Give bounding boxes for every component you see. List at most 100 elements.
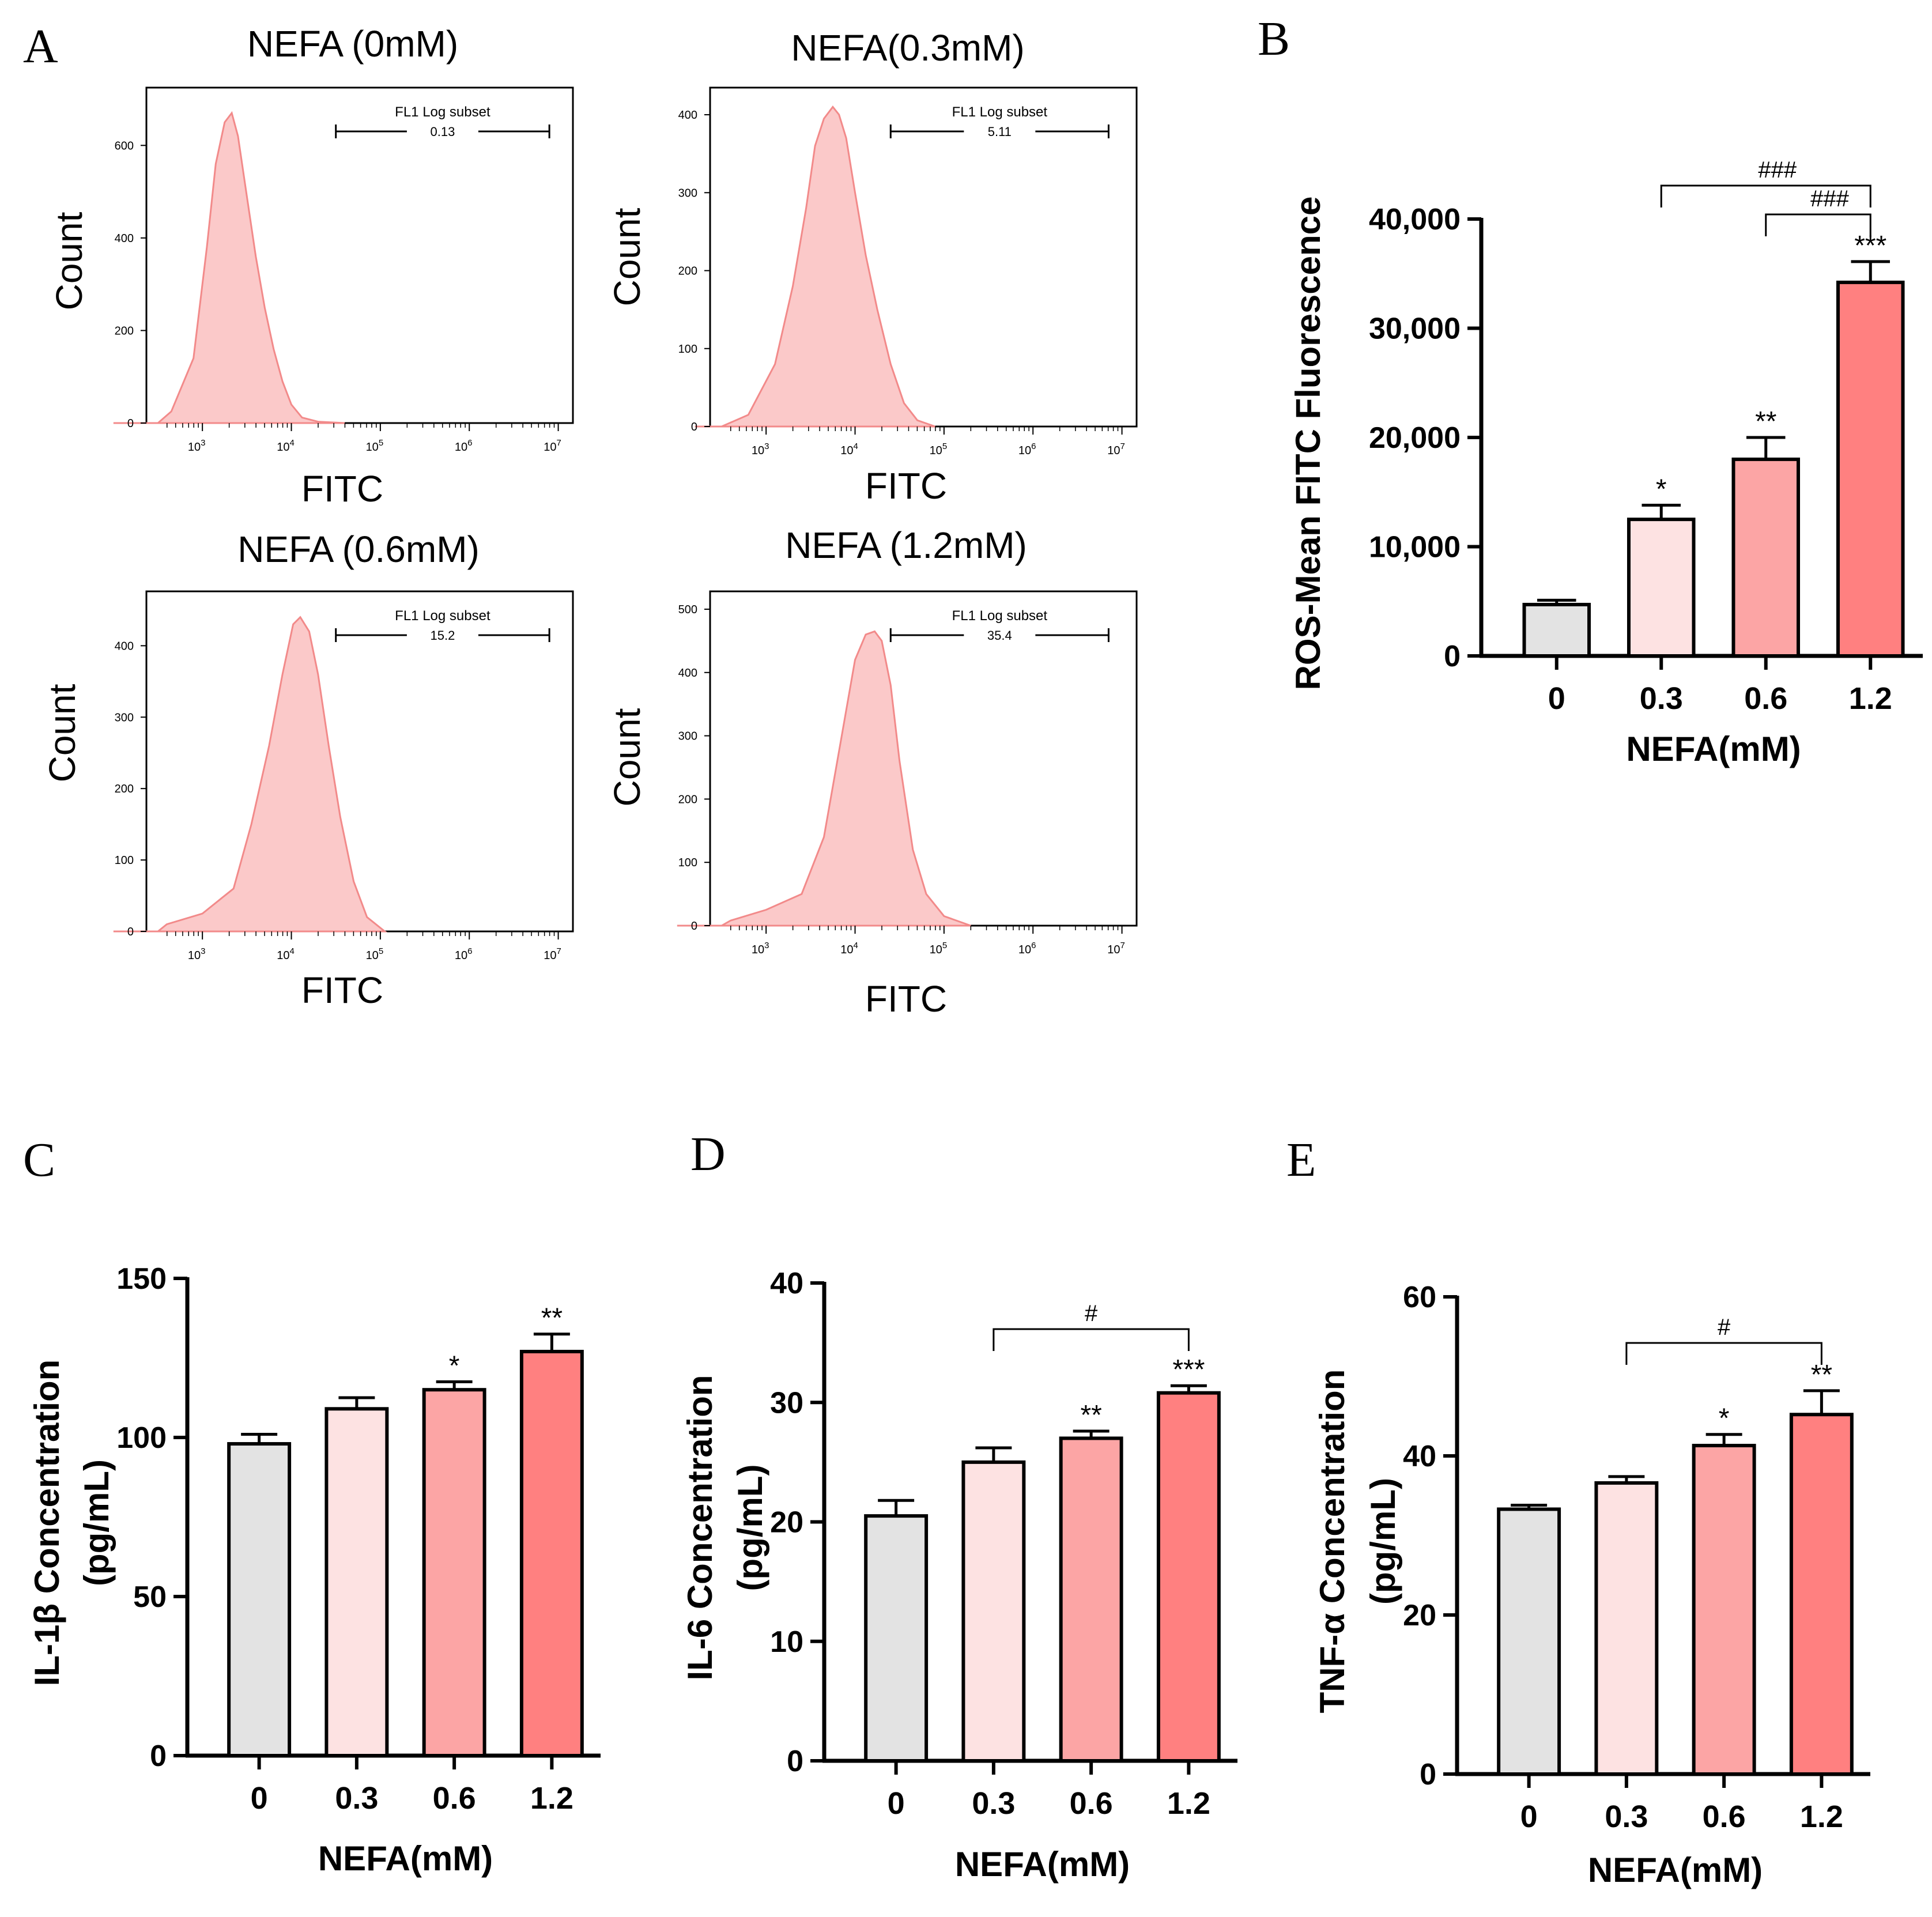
comparison-label: # [1085,1301,1098,1326]
x-tick-label: 105 [366,438,384,454]
y-axis-label: Count [606,207,648,306]
x-tick-label: 107 [544,946,561,962]
x-tick-label: 103 [752,441,769,457]
significance-marker: * [1719,1403,1730,1434]
y-tick-label: 400 [678,109,697,122]
x-tick-label: 0.3 [335,1781,378,1816]
comparison-bracket [1765,213,1871,236]
y-tick-label: 400 [115,232,134,245]
y-axis-label: Count [41,684,83,782]
x-axis-label: FITC [865,465,947,507]
x-tick-label: 0.6 [433,1781,476,1816]
x-tick-label: 105 [930,441,948,457]
significance-marker: ** [1080,1400,1101,1431]
x-tick-label: 106 [455,438,473,454]
y-tick-label: 20 [1403,1599,1436,1632]
y-tick-label: 60 [1403,1281,1436,1314]
panel-label-d: D [690,1127,726,1181]
histogram-area [695,105,935,428]
x-tick-label: 106 [1018,441,1036,457]
x-tick-label: 1.2 [1800,1799,1843,1834]
y-tick-label: 300 [115,711,134,724]
histogram-area [677,630,971,927]
x-tick-label: 103 [188,946,206,962]
significance-marker: ** [1755,406,1776,437]
y-tick-label: 100 [678,343,697,356]
comparison-bracket [1625,1342,1822,1365]
y-tick-label: 0 [787,1745,803,1778]
gate-value-bg [406,126,478,137]
y-tick-label: 10,000 [1369,531,1461,564]
x-axis-label: FITC [865,978,947,1020]
bar-0.3 [1627,518,1696,658]
y-tick-label: 50 [133,1580,167,1614]
histogram-chart: 0 200 400 600 103 104 105 106 107 0.13 FL1 Log sub… [48,23,574,510]
y-tick-label: 40 [770,1267,803,1300]
comparison-bracket [1660,184,1871,207]
significance-marker: ** [541,1303,563,1334]
histogram-chart: 0 100 200 300 400 103 104 105 106 107 15.2 FL1 Log … [41,529,574,1011]
x-tick-label: 0.6 [1744,681,1787,716]
significance-marker: * [1656,474,1667,504]
x-tick-label: 105 [930,941,948,956]
y-axis-label: Count [48,212,90,310]
y-tick-label: 30 [770,1386,803,1420]
y-tick-label: 200 [115,783,134,795]
y-tick-label: 0 [1420,1758,1436,1791]
bar-0 [1497,1507,1561,1776]
y-axis-label-units: (pg/mL) [731,1465,769,1591]
bar-chart-d: 0 10 20 30 40 0 0.3 ** 0.6 *** 1.2 # NEFA(mM) IL-6 Co… [681,1267,1237,1884]
y-tick-label: 400 [115,640,134,652]
significance-marker: * [449,1350,460,1381]
x-tick-label: 0 [1548,681,1565,716]
x-axis-label: NEFA(mM) [1626,730,1801,768]
x-tick-label: 104 [277,946,295,962]
x-tick-label: 104 [840,941,858,956]
bar-1.2 [1789,1413,1854,1776]
gate-value: 5.11 [988,124,1012,139]
x-tick-label: 0.6 [1703,1799,1746,1834]
y-tick-label: 200 [115,324,134,337]
y-tick-label: 200 [678,793,697,806]
histogram-frame [145,86,574,424]
bar-1.2 [519,1349,584,1757]
histogram-area [113,111,345,424]
comparison-label: ### [1810,186,1849,212]
bar-0.6 [1059,1436,1123,1763]
x-tick-label: 103 [752,941,769,956]
panel-label-b: B [1258,12,1290,66]
y-axis-label-units: (pg/mL) [77,1459,116,1586]
x-tick-label: 104 [277,438,295,454]
y-tick-label: 0 [691,421,697,433]
x-tick-label: 107 [544,438,561,454]
y-tick-label: 30,000 [1369,312,1461,346]
gate-label: FL1 Log subset [952,608,1048,624]
y-tick-label: 200 [678,265,697,278]
panel-label-c: C [23,1133,55,1187]
y-axis-label: ROS-Mean FITC Fluorescence [1289,197,1327,690]
bar-chart-c: 0 50 100 150 0 0.3 * 0.6 ** 1.2 NEFA(mM) IL-1β Conc… [28,1262,601,1878]
gate-value-bg [964,629,1036,641]
bar-0.6 [422,1388,486,1757]
y-tick-label: 20,000 [1369,421,1461,455]
bar-0 [864,1514,929,1763]
panel-label-e: E [1286,1133,1316,1187]
y-tick-label: 0 [127,926,134,938]
y-tick-label: 500 [678,603,697,616]
x-tick-label: 105 [366,946,384,962]
histogram-title: NEFA(0.3mM) [791,27,1024,69]
gate-value: 15.2 [430,628,455,643]
y-tick-label: 100 [115,854,134,867]
gate-label: FL1 Log subset [395,608,490,624]
y-tick-label: 0 [150,1739,167,1773]
panel-label-a: A [23,20,58,73]
histogram-title: NEFA (0mM) [247,23,458,65]
x-tick-label: 107 [1107,941,1125,956]
y-tick-label: 300 [678,730,697,743]
y-tick-label: 10 [770,1625,803,1659]
x-tick-label: 0 [888,1786,905,1821]
gate-value: 0.13 [430,124,455,139]
